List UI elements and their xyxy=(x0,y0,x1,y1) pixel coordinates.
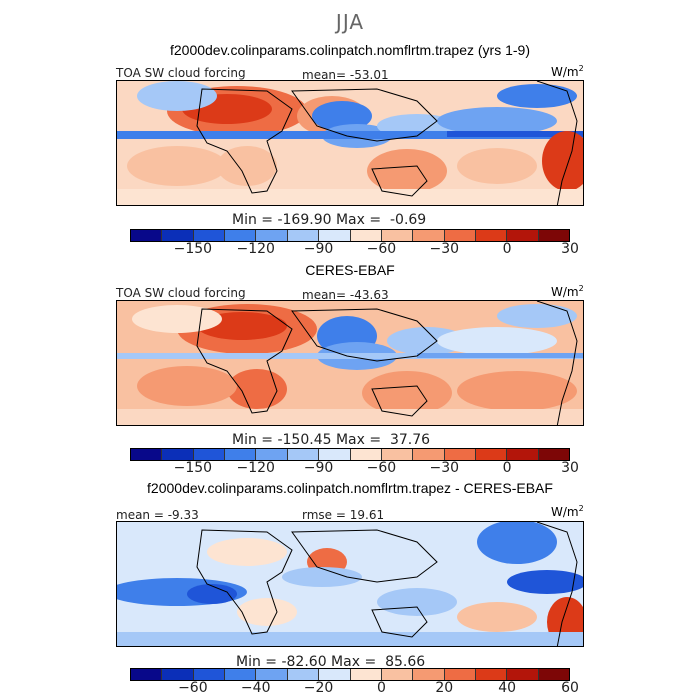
panel-3-rmse-label: rmse = 19.61 xyxy=(302,508,385,522)
colorbar-segment xyxy=(225,230,257,241)
panel-1-map xyxy=(116,80,584,206)
colorbar-segment xyxy=(413,230,445,241)
panel-1-case-title: f2000dev.colinparams.colinpatch.nomflrtm… xyxy=(169,42,530,58)
colorbar-segment xyxy=(287,230,320,241)
colorbar-segment xyxy=(475,230,508,241)
colorbar-segment xyxy=(413,449,445,460)
colorbar-tick-label: 20 xyxy=(435,680,454,696)
colorbar-tick-label: −120 xyxy=(236,241,275,257)
colorbar-segment xyxy=(131,449,163,460)
colorbar-segment xyxy=(256,230,288,241)
plot-title: JJA xyxy=(335,10,365,34)
colorbar-segment xyxy=(319,230,351,241)
colorbar-tick-label: −30 xyxy=(429,460,460,476)
colorbar-segment xyxy=(350,669,382,680)
colorbar-segment xyxy=(538,449,570,460)
colorbar-tick-label: −60 xyxy=(366,241,397,257)
panel-3-map xyxy=(116,521,584,647)
colorbar-segment xyxy=(193,230,226,241)
colorbar-segment xyxy=(475,669,508,680)
panel-1-mean-label: mean= -53.01 xyxy=(302,68,389,82)
colorbar-segment xyxy=(319,449,351,460)
panel-3-min-max: Min = -82.60 Max = 85.66 xyxy=(236,654,426,670)
colorbar-segment xyxy=(381,230,414,241)
panel-2-units: W/m2 xyxy=(551,284,584,299)
colorbar-tick-label: 0 xyxy=(502,241,512,257)
colorbar-segment xyxy=(256,669,288,680)
colorbar-tick-label: −150 xyxy=(173,460,213,476)
panel-1-colorbar xyxy=(130,229,570,242)
panel-2-colorbar xyxy=(130,448,570,461)
colorbar-segment xyxy=(538,230,570,241)
panel-3-case-title: f2000dev.colinparams.colinpatch.nomflrtm… xyxy=(147,480,553,496)
panel-1-units: W/m2 xyxy=(551,64,584,79)
colorbar-segment xyxy=(475,449,508,460)
colorbar-tick-label: 0 xyxy=(376,680,386,696)
colorbar-segment xyxy=(538,669,570,680)
colorbar-segment xyxy=(162,449,194,460)
panel-2-min-max: Min = -150.45 Max = 37.76 xyxy=(232,432,431,448)
colorbar-segment xyxy=(225,449,257,460)
colorbar-segment xyxy=(256,449,288,460)
colorbar-segment xyxy=(131,230,163,241)
colorbar-tick-label: −40 xyxy=(240,680,271,696)
panel-3-colorbar xyxy=(130,668,570,681)
colorbar-tick-label: −90 xyxy=(303,241,334,257)
colorbar-segment xyxy=(413,669,445,680)
colorbar-tick-label: −60 xyxy=(366,460,397,476)
colorbar-tick-label: 30 xyxy=(561,241,579,257)
colorbar-segment xyxy=(350,449,382,460)
panel-3-units: W/m2 xyxy=(551,504,584,519)
colorbar-segment xyxy=(225,669,257,680)
colorbar-tick-label: −120 xyxy=(236,460,275,476)
colorbar-tick-label: −20 xyxy=(303,680,334,696)
colorbar-segment xyxy=(350,230,382,241)
panel-2-field-label: TOA SW cloud forcing xyxy=(116,286,246,300)
colorbar-tick-label: −30 xyxy=(429,241,460,257)
panel-2-case-title: CERES-EBAF xyxy=(305,262,395,278)
panel-1-field-label: TOA SW cloud forcing xyxy=(116,66,246,80)
colorbar-tick-label: 30 xyxy=(561,460,579,476)
panel-1-min-max: Min = -169.90 Max = -0.69 xyxy=(232,212,427,228)
colorbar-segment xyxy=(444,669,476,680)
colorbar-tick-label: −90 xyxy=(303,460,334,476)
colorbar-tick-label: 0 xyxy=(502,460,512,476)
colorbar-segment xyxy=(444,449,476,460)
colorbar-segment xyxy=(162,230,194,241)
colorbar-segment xyxy=(193,669,226,680)
colorbar-segment xyxy=(381,669,414,680)
colorbar-segment xyxy=(131,669,163,680)
colorbar-tick-label: 40 xyxy=(498,680,517,696)
panel-2-map xyxy=(116,300,584,426)
colorbar-segment xyxy=(162,669,194,680)
panel-3-mean-label: mean = -9.33 xyxy=(116,508,199,522)
colorbar-segment xyxy=(507,230,539,241)
colorbar-segment xyxy=(287,449,320,460)
colorbar-tick-label: 60 xyxy=(561,680,579,696)
colorbar-tick-label: −150 xyxy=(173,241,213,257)
colorbar-segment xyxy=(444,230,476,241)
colorbar-segment xyxy=(287,669,320,680)
colorbar-segment xyxy=(507,669,539,680)
colorbar-segment xyxy=(507,449,539,460)
panel-2-mean-label: mean= -43.63 xyxy=(302,288,389,302)
colorbar-segment xyxy=(319,669,351,680)
colorbar-segment xyxy=(193,449,226,460)
colorbar-tick-label: −60 xyxy=(178,680,208,696)
colorbar-segment xyxy=(381,449,414,460)
